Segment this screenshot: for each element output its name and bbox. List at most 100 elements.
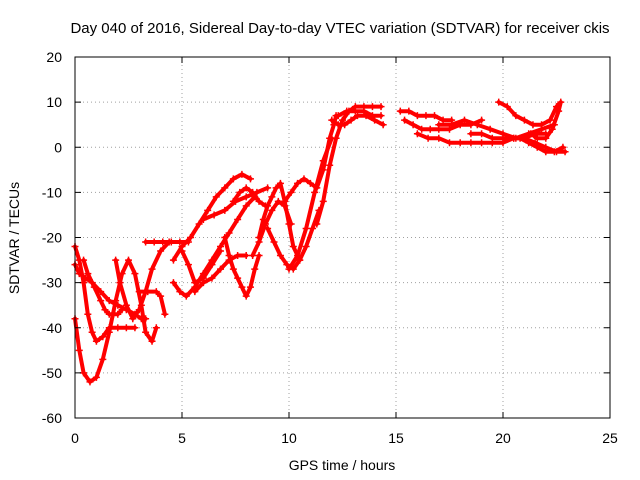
data-point xyxy=(272,184,280,192)
data-point xyxy=(129,315,137,323)
data-point xyxy=(446,139,453,147)
data-point xyxy=(161,310,169,318)
data-point xyxy=(435,121,443,129)
data-point xyxy=(332,134,340,142)
data-point xyxy=(204,206,212,214)
data-point xyxy=(225,229,233,237)
data-point xyxy=(424,134,432,142)
data-point xyxy=(525,139,533,147)
data-point xyxy=(242,184,250,192)
data-point xyxy=(319,197,327,205)
data-point xyxy=(169,279,177,287)
data-point xyxy=(75,270,83,278)
data-point xyxy=(229,197,237,205)
data-point xyxy=(401,116,409,124)
data-point xyxy=(533,143,541,151)
data-point xyxy=(116,279,124,287)
data-point xyxy=(409,121,417,129)
data-point xyxy=(396,107,404,115)
data-point xyxy=(296,256,304,264)
data-point xyxy=(105,328,113,336)
data-point xyxy=(255,234,263,241)
data-point xyxy=(486,125,494,133)
data-point xyxy=(157,292,165,300)
data-point xyxy=(510,134,518,142)
data-point xyxy=(300,175,308,183)
y-tick-label: -40 xyxy=(42,320,62,336)
data-point xyxy=(80,279,88,287)
data-point xyxy=(499,134,507,142)
data-point xyxy=(229,175,237,183)
data-point xyxy=(75,346,83,354)
data-point xyxy=(319,157,327,165)
data-point xyxy=(246,283,254,291)
data-point xyxy=(542,148,550,156)
data-point xyxy=(368,103,376,111)
data-point xyxy=(529,121,537,129)
x-tick-label: 0 xyxy=(71,430,79,446)
data-point xyxy=(150,238,158,246)
data-point xyxy=(456,139,464,147)
data-point xyxy=(542,134,550,142)
data-point xyxy=(191,279,199,287)
data-point xyxy=(377,112,385,120)
data-point xyxy=(274,197,282,205)
data-point xyxy=(311,188,319,196)
data-point xyxy=(90,283,98,291)
data-point xyxy=(302,224,310,232)
data-point xyxy=(122,301,130,309)
data-point xyxy=(431,112,439,120)
data-point xyxy=(101,306,109,314)
data-point xyxy=(281,197,289,205)
data-point xyxy=(264,184,272,192)
grid-lines xyxy=(75,57,610,418)
data-point xyxy=(86,378,94,386)
data-point xyxy=(555,107,563,115)
data-point xyxy=(276,179,284,187)
data-point xyxy=(118,306,126,314)
data-point xyxy=(343,107,351,115)
data-point xyxy=(313,220,321,228)
data-point xyxy=(255,252,263,260)
data-point xyxy=(533,134,541,142)
data-point xyxy=(251,265,259,273)
data-point xyxy=(229,265,237,273)
y-tick-label: -60 xyxy=(42,410,62,426)
data-point xyxy=(413,112,421,120)
data-point xyxy=(326,161,334,169)
data-point xyxy=(195,220,203,228)
y-axis-label: SDTVAR / TECUs xyxy=(6,182,22,294)
data-point xyxy=(268,193,276,201)
data-point xyxy=(353,112,361,120)
x-tick-label: 15 xyxy=(388,430,404,446)
data-point xyxy=(435,134,443,142)
data-point xyxy=(122,324,130,332)
data-point xyxy=(125,256,132,264)
x-tick-label: 10 xyxy=(281,430,297,446)
data-point xyxy=(249,252,257,260)
data-point xyxy=(512,112,520,120)
data-point xyxy=(557,98,565,106)
series-arc-11 xyxy=(180,249,223,285)
data-point xyxy=(234,252,242,260)
data-point xyxy=(167,238,175,246)
data-point xyxy=(328,116,336,124)
data-point xyxy=(92,337,100,345)
data-point xyxy=(199,274,207,282)
data-point xyxy=(538,121,546,129)
data-point xyxy=(152,288,160,296)
y-tick-label: 10 xyxy=(46,94,62,110)
data-point xyxy=(157,247,165,255)
data-point xyxy=(561,148,569,156)
data-point xyxy=(259,215,267,223)
data-point xyxy=(114,310,122,318)
data-point xyxy=(97,297,105,305)
data-point xyxy=(208,261,216,269)
data-point xyxy=(242,202,250,210)
data-point xyxy=(182,292,190,300)
data-point xyxy=(112,297,120,305)
y-tick-label: -30 xyxy=(42,275,62,291)
data-point xyxy=(467,130,475,138)
data-point xyxy=(255,197,263,205)
data-point xyxy=(221,206,229,214)
